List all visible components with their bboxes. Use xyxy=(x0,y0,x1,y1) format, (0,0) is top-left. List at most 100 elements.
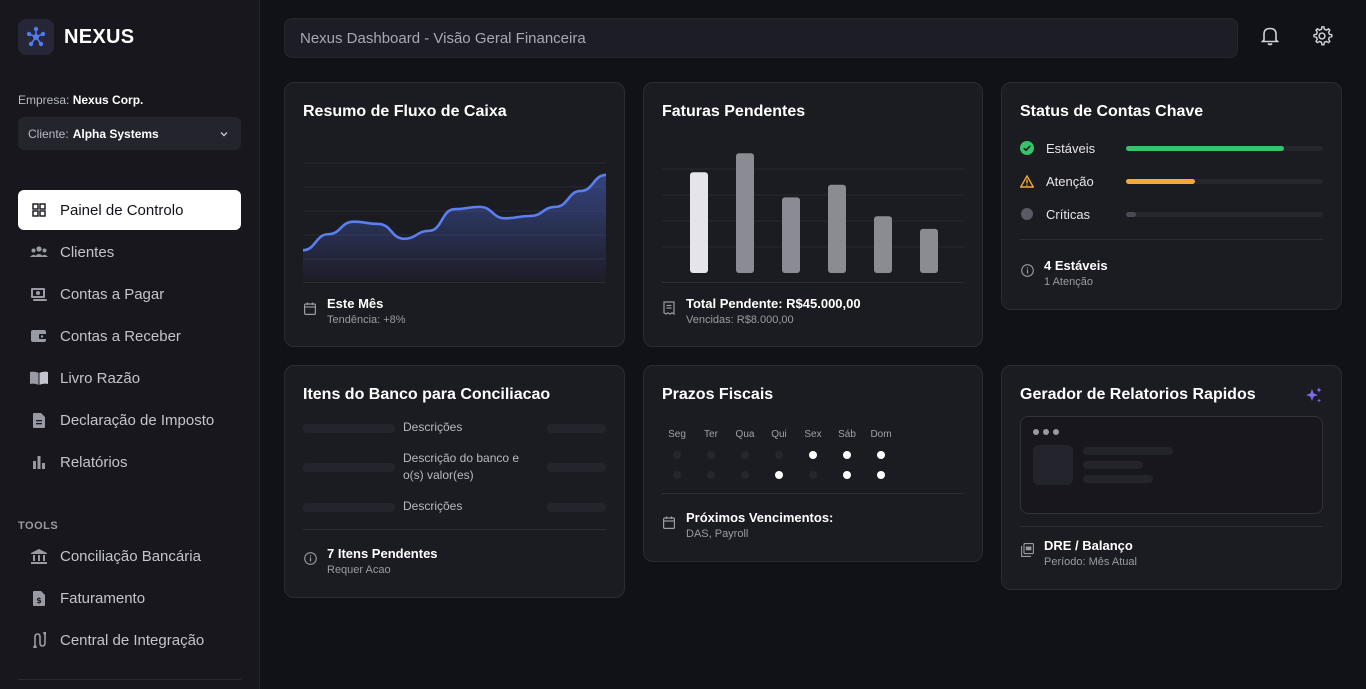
brand[interactable]: NEXUS xyxy=(18,19,134,55)
nav-item-bank-reconciliation[interactable]: Conciliação Bancária xyxy=(18,536,241,576)
settings-button[interactable] xyxy=(1308,24,1336,52)
quick-reports-card: Gerador de Relatorios Rapidos DRE / Bala… xyxy=(1001,365,1342,590)
card-title: Resumo de Fluxo de Caixa xyxy=(303,103,507,120)
footer-subtitle: DAS, Payroll xyxy=(686,528,749,540)
nav-item-reports[interactable]: Relatórios xyxy=(18,442,241,482)
status-track xyxy=(1126,211,1323,217)
footer-title: 7 Itens Pendentes xyxy=(327,546,438,561)
calendar-day[interactable] xyxy=(741,451,749,459)
bar-chart-icon xyxy=(30,453,48,471)
nav-label: Contas a Pagar xyxy=(60,285,165,303)
card-title: Gerador de Relatorios Rapidos xyxy=(1020,386,1256,403)
bank-icon xyxy=(30,547,48,565)
bar[interactable] xyxy=(690,172,708,273)
nav-item-tax-declaration[interactable]: Declaração de Imposto xyxy=(18,400,241,440)
bar[interactable] xyxy=(828,184,846,273)
weekday-label: Seg xyxy=(668,429,686,440)
card-divider xyxy=(662,282,964,283)
nav-label: Conciliação Bancária xyxy=(60,547,201,565)
tools-section-label: TOOLS xyxy=(18,520,59,532)
weekday-label: Ter xyxy=(704,429,718,440)
deadline-marker[interactable] xyxy=(843,471,851,479)
nav-label: Clientes xyxy=(60,243,115,261)
status-bar xyxy=(1126,211,1136,217)
bank-item-description: Descrições xyxy=(403,420,463,434)
bank-reconciliation-card: Itens do Banco para Conciliacao Descriçõ… xyxy=(284,365,625,598)
client-select[interactable]: Cliente: Alpha Systems xyxy=(18,117,241,150)
check-circle-icon xyxy=(1020,141,1034,155)
warning-icon xyxy=(1020,174,1034,188)
calendar-day[interactable] xyxy=(809,471,817,479)
bar[interactable] xyxy=(874,216,892,273)
cashflow-card: Resumo de Fluxo de Caixa Este Mês Tendên… xyxy=(284,82,625,347)
skeleton-bar xyxy=(547,463,606,472)
company-name: Nexus Corp. xyxy=(72,93,144,107)
skeleton-bar xyxy=(303,463,395,472)
notifications-button[interactable] xyxy=(1256,24,1284,52)
cashflow-chart xyxy=(303,162,606,281)
report-preview[interactable] xyxy=(1020,416,1323,514)
sparkle-icon[interactable] xyxy=(1305,387,1323,410)
bar[interactable] xyxy=(920,228,938,273)
nav-item-billing[interactable]: $ Faturamento xyxy=(18,578,241,618)
nav-label: Contas a Receber xyxy=(60,327,181,345)
area-fill xyxy=(303,174,606,281)
nav-item-ledger[interactable]: Livro Razão xyxy=(18,358,241,398)
card-title: Status de Contas Chave xyxy=(1020,103,1204,120)
card-divider xyxy=(303,529,606,530)
deadline-marker[interactable] xyxy=(877,471,885,479)
deadline-marker[interactable] xyxy=(843,451,851,459)
invoice-icon: $ xyxy=(30,589,48,607)
nav-label: Faturamento xyxy=(60,589,146,607)
search-input[interactable]: Nexus Dashboard - Visão Geral Financeira xyxy=(284,18,1238,58)
accounts-footer: 4 Estáveis 1 Atenção xyxy=(1020,258,1108,288)
bar[interactable] xyxy=(736,153,754,273)
info-icon xyxy=(303,551,317,565)
calendar-day[interactable] xyxy=(775,451,783,459)
client-label: Cliente: xyxy=(28,126,69,141)
invoices-card: Faturas Pendentes Total Pendente: R$45.0… xyxy=(643,82,983,347)
receipt-icon xyxy=(662,301,676,315)
calendar-day[interactable] xyxy=(741,471,749,479)
company-label: Empresa: xyxy=(18,93,70,107)
bar[interactable] xyxy=(782,197,800,273)
dot-icon xyxy=(1033,429,1039,435)
dot-icon xyxy=(1043,429,1049,435)
grid-icon xyxy=(30,201,48,219)
nav-item-payables[interactable]: Contas a Pagar xyxy=(18,274,241,314)
footer-title: Este Mês xyxy=(327,296,384,311)
search-placeholder: Nexus Dashboard - Visão Geral Financeira xyxy=(300,29,586,47)
nav-item-dashboard[interactable]: Painel de Controlo xyxy=(18,190,241,230)
footer-subtitle: Vencidas: R$8.000,00 xyxy=(686,314,794,326)
nav-label: Declaração de Imposto xyxy=(60,411,215,429)
footer-subtitle: Requer Acao xyxy=(327,564,391,576)
status-row-attention: Atenção xyxy=(1020,171,1323,191)
nav-label: Painel de Controlo xyxy=(60,201,184,219)
status-label: Críticas xyxy=(1046,206,1091,222)
bill-icon xyxy=(30,285,48,303)
weekday-label: Sáb xyxy=(838,429,856,440)
nav-item-receivables[interactable]: Contas a Receber xyxy=(18,316,241,356)
footer-title: 4 Estáveis xyxy=(1044,258,1108,273)
nav-item-integration-hub[interactable]: Central de Integração xyxy=(18,620,241,660)
client-value: Alpha Systems xyxy=(72,126,159,141)
calendar-day[interactable] xyxy=(707,471,715,479)
nav-item-clients[interactable]: Clientes xyxy=(18,232,241,272)
card-title: Prazos Fiscais xyxy=(662,386,774,403)
dot-icon xyxy=(1020,207,1034,221)
calendar-icon xyxy=(303,301,317,315)
deadline-marker[interactable] xyxy=(775,471,783,479)
nav-label: Relatórios xyxy=(60,453,128,471)
deadline-marker[interactable] xyxy=(877,451,885,459)
calendar-day[interactable] xyxy=(673,451,681,459)
skeleton-bar xyxy=(1083,461,1143,469)
brand-name: NEXUS xyxy=(64,25,135,48)
calendar-day[interactable] xyxy=(673,471,681,479)
company-info: Empresa: Nexus Corp. xyxy=(18,93,143,107)
calendar-day[interactable] xyxy=(707,451,715,459)
deadline-marker[interactable] xyxy=(809,451,817,459)
window-dots xyxy=(1033,429,1059,435)
footer-title: DRE / Balanço xyxy=(1044,538,1133,553)
invoices-footer: Total Pendente: R$45.000,00 Vencidas: R$… xyxy=(662,296,861,326)
bank-item-description: Descrição do banco e o(s) valor(es) xyxy=(403,451,520,482)
